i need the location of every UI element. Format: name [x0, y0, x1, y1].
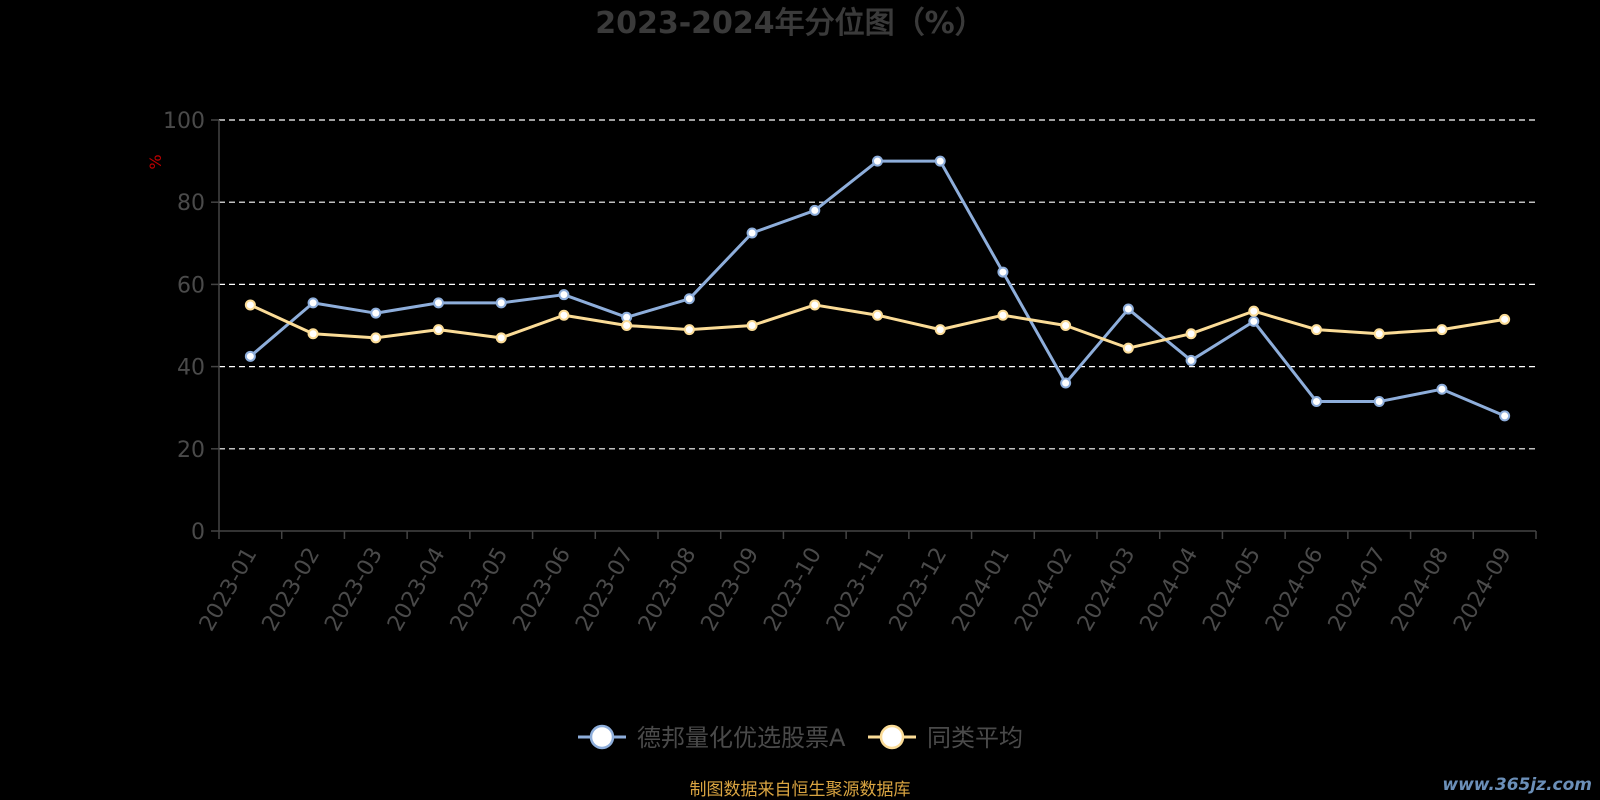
x-tick-label: 2023-01 — [195, 544, 263, 636]
data-point[interactable] — [1060, 377, 1072, 389]
data-point[interactable] — [244, 350, 256, 362]
series-line-1 — [249, 159, 1506, 418]
x-tick-label: 2023-09 — [697, 544, 765, 636]
legend-label: 德邦量化优选股票A — [637, 724, 846, 752]
x-tick-label: 2023-07 — [571, 544, 639, 636]
data-point[interactable] — [370, 307, 382, 319]
data-point[interactable] — [1373, 396, 1385, 408]
data-point[interactable] — [1122, 303, 1134, 315]
x-tick-label: 2023-04 — [383, 544, 451, 636]
y-tick-label: 60 — [177, 273, 205, 298]
x-tick-label: 2023-08 — [634, 544, 702, 636]
data-point[interactable] — [1122, 342, 1134, 354]
y-axis-unit: % — [146, 154, 165, 169]
x-tick-label: 2024-02 — [1010, 544, 1078, 636]
data-point[interactable] — [1248, 305, 1260, 317]
data-point[interactable] — [872, 155, 883, 167]
data-point[interactable] — [370, 332, 382, 344]
data-point[interactable] — [307, 328, 319, 340]
x-tick-label: 2023-05 — [446, 544, 514, 636]
chart-title: 2023-2024年分位图（%） — [595, 6, 985, 41]
x-tick-label: 2024-08 — [1386, 544, 1454, 636]
x-tick-label: 2024-09 — [1449, 544, 1517, 636]
data-point[interactable] — [1499, 313, 1511, 325]
legend[interactable]: 德邦量化优选股票A 同类平均 — [578, 724, 1023, 752]
data-point[interactable] — [1060, 320, 1072, 331]
data-point[interactable] — [558, 309, 570, 321]
data-point[interactable] — [1436, 383, 1448, 395]
data-point[interactable] — [809, 299, 821, 311]
data-point[interactable] — [433, 324, 444, 336]
data-point[interactable] — [683, 293, 695, 305]
data-point[interactable] — [746, 227, 758, 239]
data-point[interactable] — [495, 297, 507, 309]
x-tick-label: 2023-10 — [759, 544, 827, 636]
y-tick-label: 40 — [177, 356, 205, 381]
x-tick-label: 2023-03 — [320, 544, 388, 636]
watermark-text: www.365jz.com — [1442, 775, 1592, 795]
axes: 0 20 40 60 80 100 2023-012023-022023-032023-04… — [163, 109, 1537, 636]
data-point[interactable] — [934, 324, 946, 336]
data-point[interactable] — [997, 266, 1009, 278]
x-tick-label: 2024-01 — [947, 544, 1015, 636]
data-point[interactable] — [433, 297, 444, 309]
data-point[interactable] — [1373, 328, 1385, 340]
legend-item-2[interactable]: 同类平均 — [868, 724, 1023, 752]
data-point[interactable] — [1185, 354, 1197, 366]
data-point[interactable] — [307, 297, 319, 309]
data-point[interactable] — [1311, 324, 1322, 336]
data-point[interactable] — [746, 320, 758, 331]
x-tick-label: 2024-03 — [1073, 544, 1141, 636]
x-tick-label: 2023-11 — [822, 544, 890, 636]
data-point[interactable] — [621, 320, 633, 331]
legend-swatch-marker — [589, 724, 615, 750]
data-point[interactable] — [872, 309, 883, 321]
series-layer — [244, 155, 1511, 422]
data-point[interactable] — [244, 299, 256, 311]
data-point[interactable] — [1436, 324, 1448, 336]
data-point[interactable] — [1499, 410, 1511, 422]
data-point[interactable] — [495, 332, 507, 344]
data-point[interactable] — [934, 155, 946, 167]
y-tick-label: 80 — [177, 191, 205, 216]
x-tick-label: 2024-05 — [1198, 544, 1266, 636]
x-tick-label: 2023-06 — [508, 544, 576, 636]
data-source-note: 制图数据来自恒生聚源数据库 — [690, 780, 911, 800]
y-tick-label: 20 — [177, 438, 205, 463]
x-tick-label: 2024-06 — [1261, 544, 1329, 636]
data-point[interactable] — [1311, 396, 1322, 408]
data-point[interactable] — [1248, 315, 1260, 327]
y-tick-label: 100 — [163, 109, 205, 134]
legend-item-1[interactable]: 德邦量化优选股票A — [578, 724, 846, 752]
data-point[interactable] — [997, 309, 1009, 321]
y-tick-label: 0 — [191, 520, 205, 545]
x-tick-label: 2023-02 — [258, 544, 326, 636]
x-tick-label: 2023-12 — [885, 544, 953, 636]
x-tick-label: 2024-07 — [1324, 544, 1392, 636]
legend-swatch-marker — [879, 724, 905, 750]
data-point[interactable] — [809, 204, 821, 216]
data-point[interactable] — [683, 324, 695, 336]
data-point[interactable] — [558, 289, 570, 301]
grid — [219, 119, 1536, 450]
data-point[interactable] — [1185, 328, 1197, 340]
legend-label: 同类平均 — [927, 724, 1023, 752]
x-tick-label: 2024-04 — [1136, 544, 1204, 636]
